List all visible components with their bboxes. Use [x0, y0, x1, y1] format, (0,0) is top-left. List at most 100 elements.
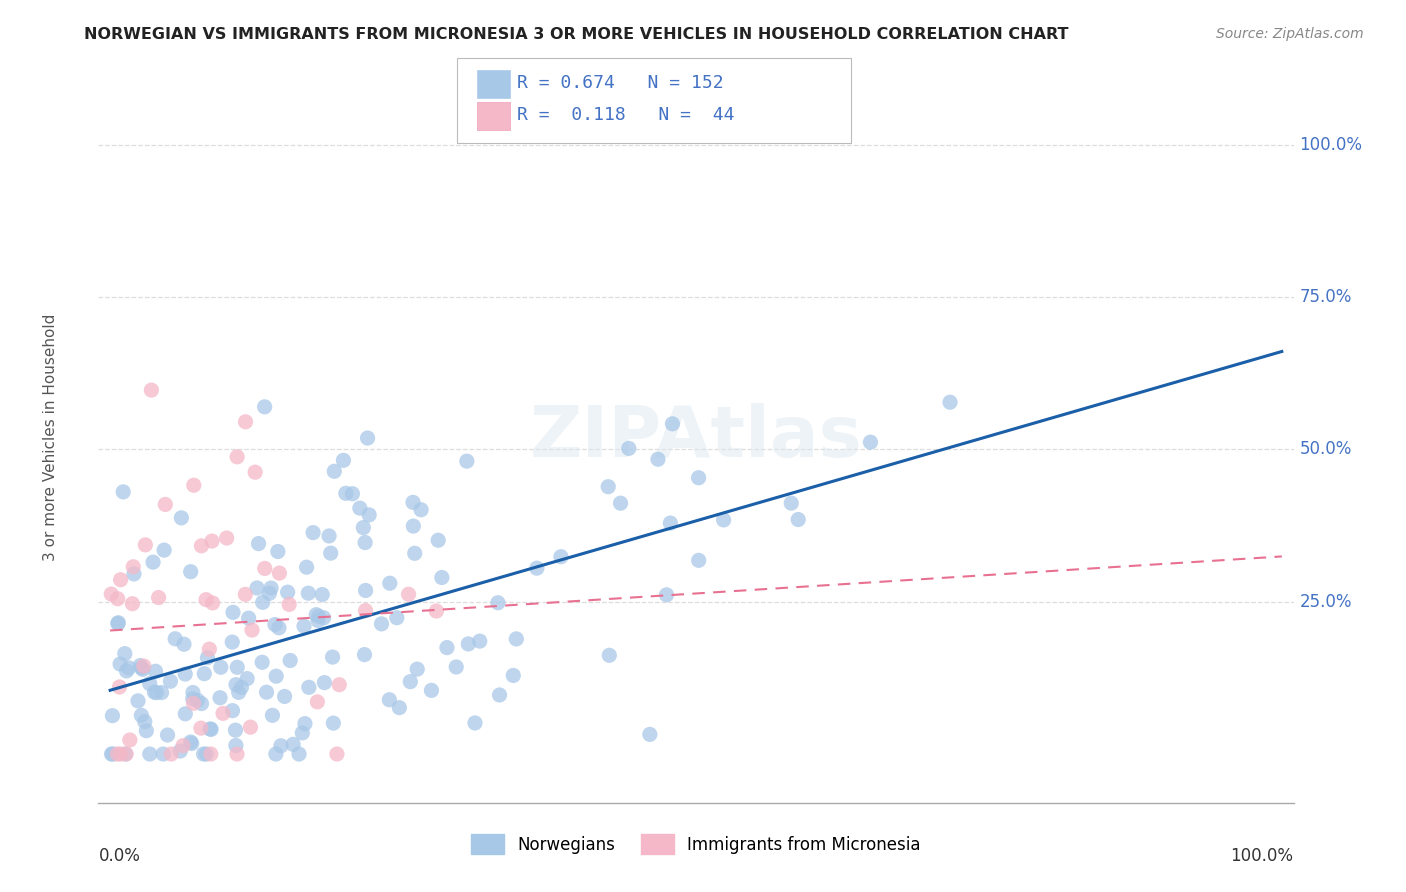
Point: [121, 597, 143, 611]
Point: [295, 560, 318, 574]
Point: [115, 664, 138, 678]
Point: [661, 417, 683, 431]
Point: [262, 708, 284, 723]
Point: [688, 553, 710, 567]
Point: [150, 685, 173, 699]
Point: [713, 513, 735, 527]
Point: [294, 716, 316, 731]
Point: [787, 512, 810, 526]
Point: [246, 581, 269, 595]
Text: 25.0%: 25.0%: [1299, 592, 1353, 611]
Point: [142, 555, 165, 569]
Point: [655, 588, 678, 602]
Point: [464, 715, 486, 730]
Point: [174, 667, 197, 681]
Point: [141, 383, 163, 397]
Point: [318, 529, 340, 543]
Point: [326, 747, 349, 761]
Point: [404, 546, 426, 560]
Point: [378, 692, 401, 706]
Point: [332, 453, 354, 467]
Point: [174, 706, 197, 721]
Point: [260, 581, 283, 595]
Point: [169, 744, 191, 758]
Point: [388, 700, 411, 714]
Point: [235, 587, 257, 601]
Point: [409, 502, 432, 516]
Point: [349, 501, 371, 516]
Point: [222, 606, 245, 620]
Point: [190, 539, 212, 553]
Point: [278, 653, 301, 667]
Text: ZIPAtlas: ZIPAtlas: [530, 402, 862, 472]
Point: [402, 519, 425, 533]
Point: [153, 543, 176, 558]
Point: [181, 685, 204, 699]
Point: [352, 520, 374, 534]
Point: [132, 662, 155, 676]
Point: [110, 573, 132, 587]
Point: [322, 650, 344, 665]
Point: [100, 747, 122, 761]
Point: [183, 478, 205, 492]
Point: [173, 637, 195, 651]
Text: NORWEGIAN VS IMMIGRANTS FROM MICRONESIA 3 OR MORE VEHICLES IN HOUSEHOLD CORRELAT: NORWEGIAN VS IMMIGRANTS FROM MICRONESIA …: [84, 27, 1069, 42]
Point: [145, 686, 167, 700]
Point: [110, 747, 132, 761]
Point: [197, 650, 219, 665]
Point: [308, 609, 330, 624]
Point: [134, 538, 156, 552]
Point: [425, 604, 447, 618]
Point: [198, 642, 221, 657]
Text: 3 or more Vehicles in Household: 3 or more Vehicles in Household: [44, 313, 58, 561]
Point: [370, 616, 392, 631]
Point: [195, 592, 218, 607]
Point: [456, 454, 478, 468]
Point: [283, 737, 305, 751]
Point: [226, 450, 249, 464]
Point: [256, 685, 278, 699]
Point: [322, 716, 344, 731]
Point: [342, 487, 364, 501]
Point: [269, 566, 291, 580]
Point: [638, 727, 661, 741]
Point: [108, 680, 131, 694]
Point: [114, 747, 136, 761]
Point: [193, 747, 215, 761]
Point: [420, 683, 443, 698]
Point: [354, 603, 377, 617]
Point: [253, 561, 276, 575]
Point: [172, 739, 194, 753]
Point: [550, 549, 572, 564]
Point: [195, 747, 218, 761]
Point: [359, 508, 381, 522]
Point: [165, 632, 187, 646]
Point: [505, 632, 527, 646]
Point: [406, 662, 429, 676]
Point: [180, 735, 202, 749]
Point: [314, 675, 336, 690]
Point: [200, 747, 222, 761]
Point: [335, 486, 357, 500]
Text: 75.0%: 75.0%: [1299, 288, 1351, 306]
Point: [145, 665, 167, 679]
Point: [122, 559, 145, 574]
Point: [101, 708, 124, 723]
Point: [659, 516, 682, 530]
Point: [609, 496, 631, 510]
Point: [114, 647, 136, 661]
Point: [526, 561, 548, 575]
Point: [143, 685, 166, 699]
Point: [312, 611, 335, 625]
Point: [598, 648, 620, 663]
Point: [118, 661, 141, 675]
Point: [156, 728, 179, 742]
Point: [385, 610, 408, 624]
Point: [115, 747, 138, 761]
Point: [159, 674, 181, 689]
Point: [129, 658, 152, 673]
Point: [319, 546, 342, 560]
Text: 100.0%: 100.0%: [1230, 847, 1294, 864]
Point: [108, 657, 131, 671]
Point: [127, 694, 149, 708]
